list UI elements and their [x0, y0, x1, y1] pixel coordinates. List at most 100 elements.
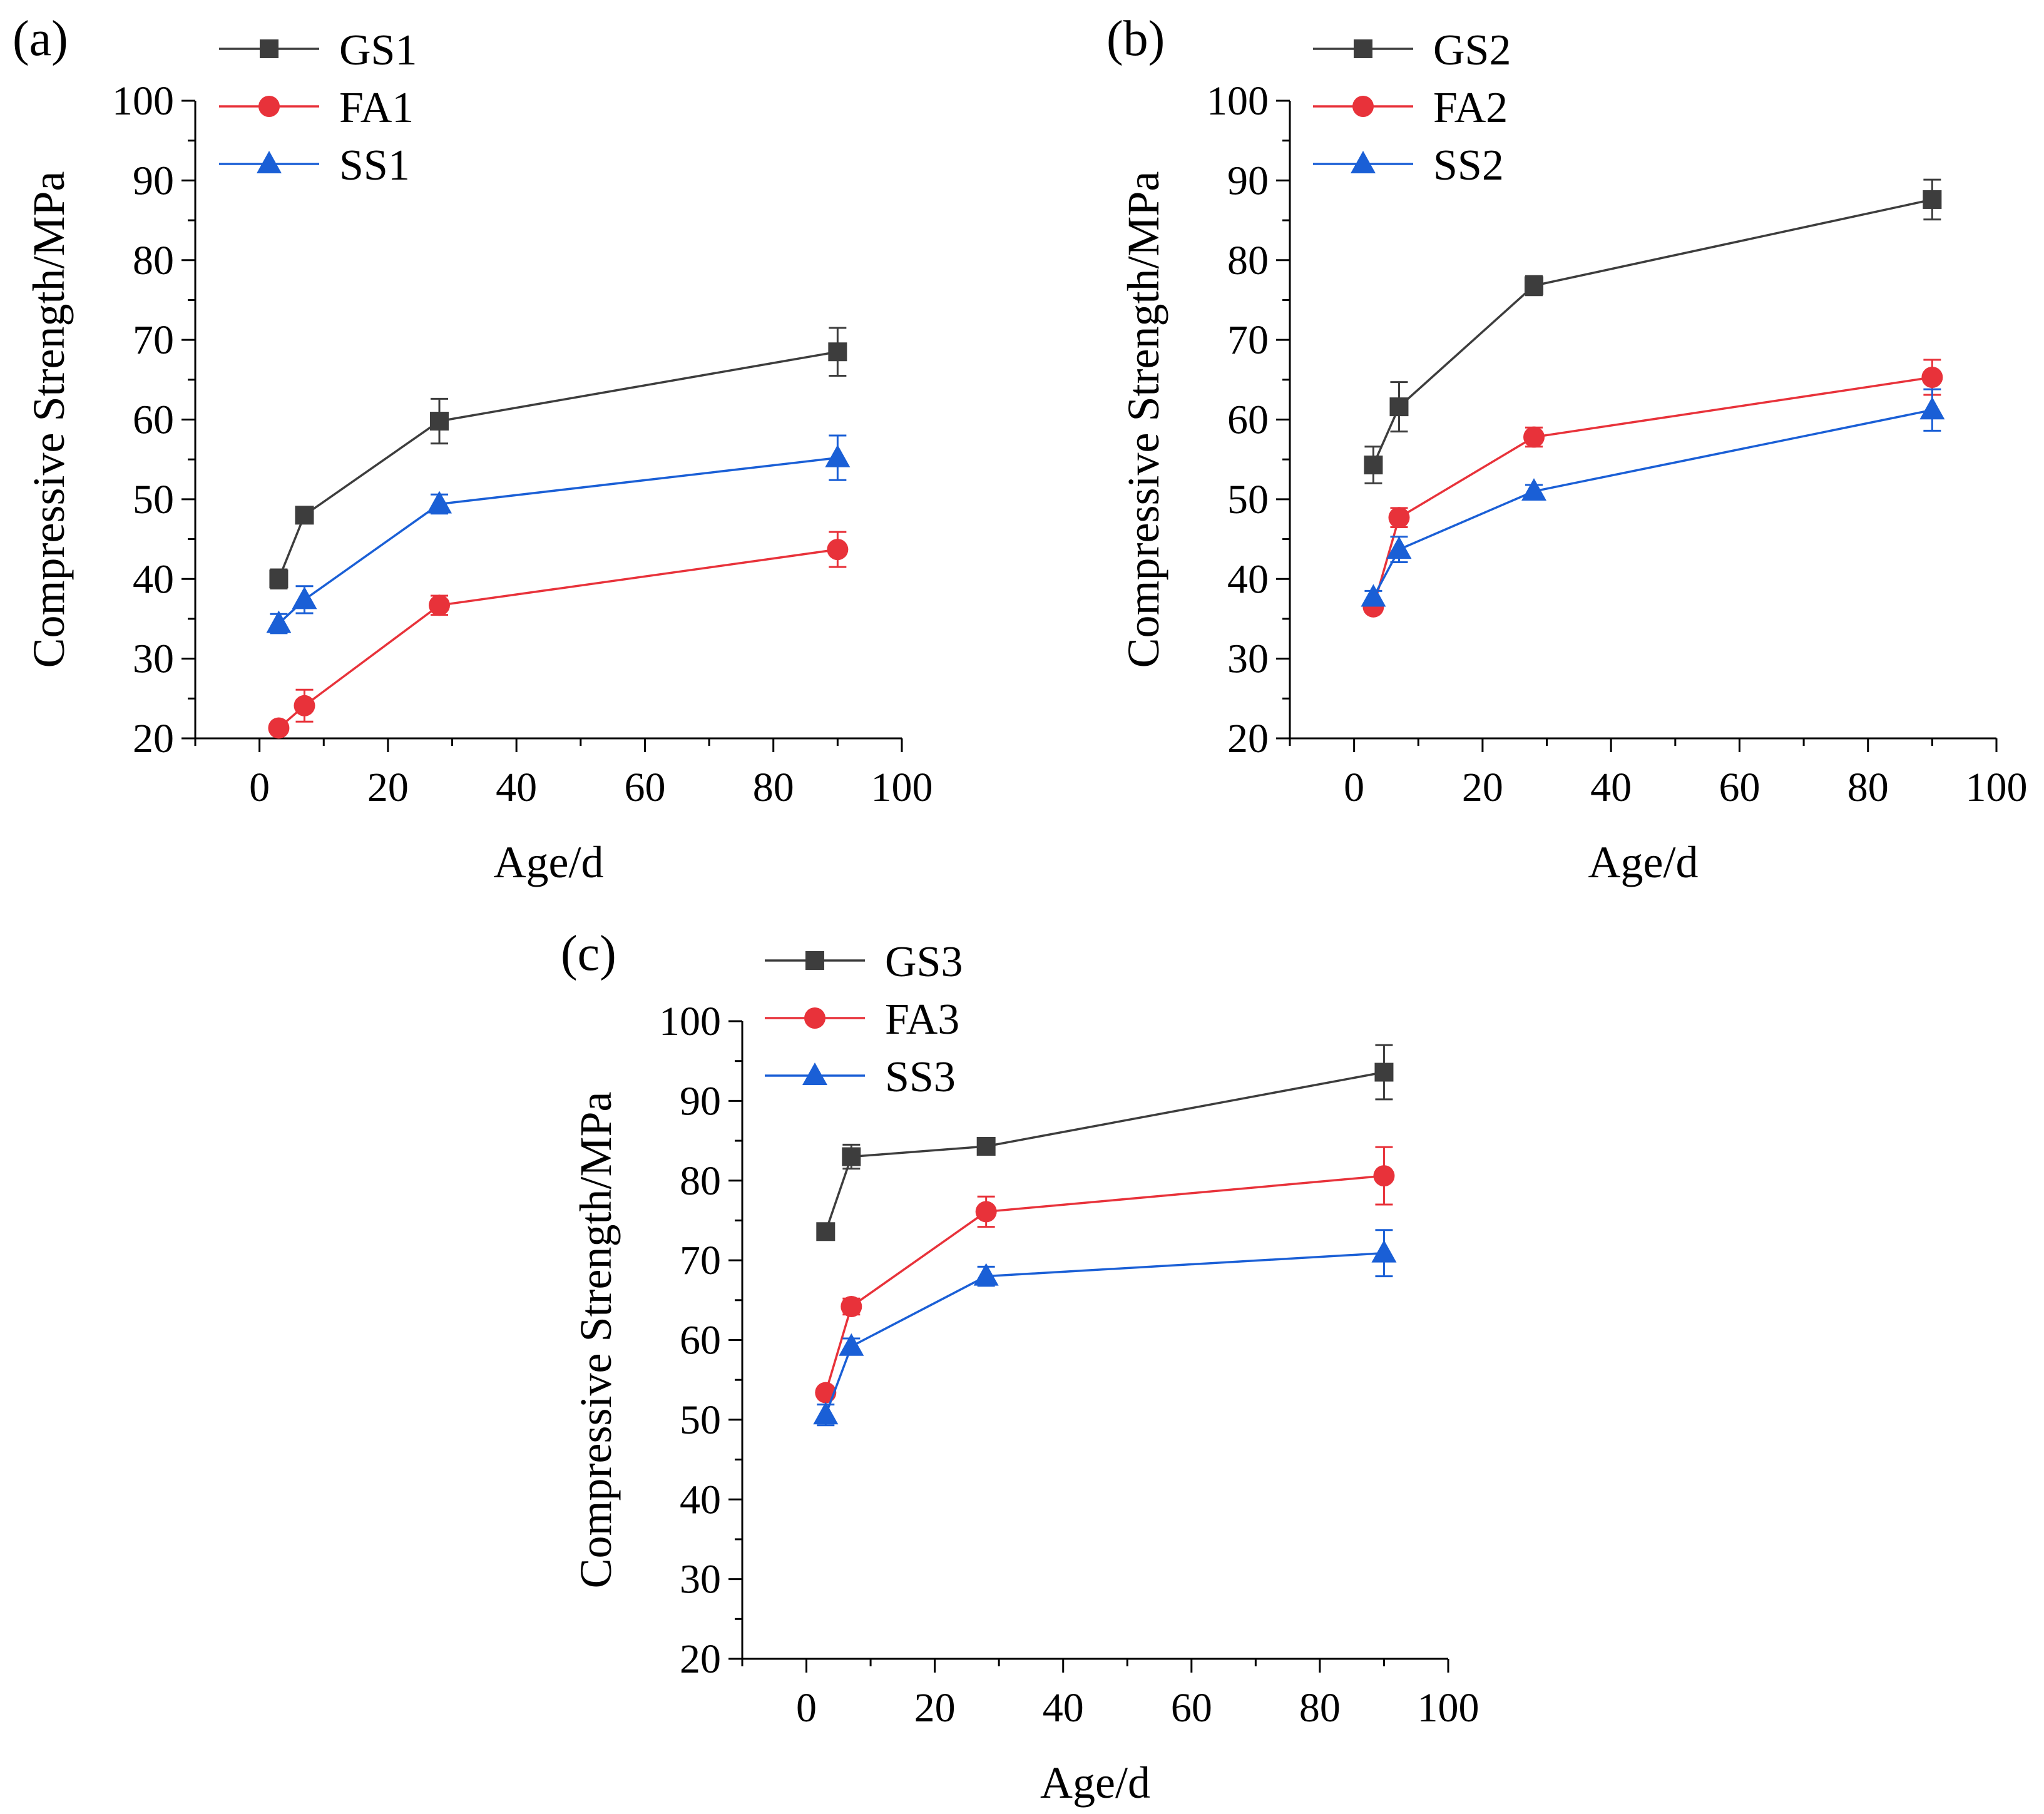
- panel-label: (c): [561, 926, 616, 981]
- data-point: [1371, 1240, 1397, 1263]
- data-point: [813, 1402, 839, 1425]
- chart-panel: 20 30 40 50 60 70 80 90 100 0 20 40 60 80 100 Age/d Comp…: [13, 11, 933, 887]
- y-axis-title: Compressive Strength/MPa: [24, 171, 74, 668]
- legend-marker: [1351, 151, 1376, 173]
- y-tick-label: 60: [133, 397, 174, 443]
- legend-marker: [804, 1007, 825, 1029]
- data-point: [1919, 397, 1945, 420]
- y-tick-label: 100: [112, 78, 174, 124]
- legend-entry: SS3: [765, 1053, 956, 1101]
- x-tick-label: 80: [1847, 765, 1889, 810]
- legend-label: FA3: [885, 996, 959, 1044]
- chart-panel: 20 30 40 50 60 70 80 90 100 0 20 40 60 80 100 Age/d Comp…: [1106, 11, 2028, 887]
- data-point: [1374, 1062, 1394, 1082]
- x-tick-label: 40: [1590, 765, 1632, 810]
- series-ss2: [1361, 388, 1945, 607]
- x-tick-label: 20: [1462, 765, 1503, 810]
- data-point: [1386, 536, 1412, 559]
- legend-label: FA2: [1433, 84, 1508, 132]
- y-tick-label: 20: [133, 716, 174, 762]
- x-tick-label: 0: [1344, 765, 1364, 810]
- legend-entry: GS1: [219, 26, 417, 74]
- x-axis-title: Age/d: [494, 837, 604, 887]
- y-tick-label: 30: [133, 636, 174, 682]
- data-point: [975, 1201, 997, 1223]
- x-tick-label: 100: [1418, 1685, 1479, 1731]
- x-tick-label: 0: [249, 765, 270, 810]
- x-axis-title: Age/d: [1588, 837, 1699, 887]
- legend-label: SS3: [885, 1053, 956, 1101]
- data-point: [1373, 1165, 1395, 1187]
- series-line: [278, 456, 838, 624]
- data-point: [1523, 426, 1545, 448]
- x-tick-label: 80: [1299, 1685, 1341, 1731]
- x-tick-label: 20: [367, 765, 409, 810]
- y-tick-label: 30: [1227, 636, 1269, 682]
- y-tick-label: 40: [1227, 556, 1269, 602]
- legend-marker: [805, 951, 824, 970]
- data-point: [841, 1296, 862, 1318]
- series-line: [824, 1175, 1384, 1394]
- data-point: [294, 695, 315, 716]
- data-point: [1389, 397, 1409, 417]
- data-point: [973, 1263, 999, 1286]
- series-gs2: [1364, 178, 1942, 484]
- y-tick-label: 20: [1227, 716, 1269, 762]
- y-tick-label: 70: [1227, 317, 1269, 363]
- series-ss3: [813, 1229, 1397, 1427]
- y-axis-title: Compressive Strength/MPa: [1118, 171, 1168, 668]
- data-point: [292, 586, 317, 609]
- series-line: [277, 350, 838, 579]
- series-line: [1372, 198, 1933, 466]
- y-tick-label: 90: [1227, 158, 1269, 203]
- y-tick-label: 40: [133, 556, 174, 602]
- data-point: [1364, 456, 1383, 475]
- y-tick-label: 90: [680, 1078, 721, 1124]
- data-point: [1361, 584, 1386, 607]
- x-tick-label: 0: [796, 1685, 817, 1731]
- series-ss1: [266, 434, 851, 634]
- data-point: [427, 491, 452, 514]
- legend-label: SS2: [1433, 141, 1504, 190]
- data-point: [268, 717, 290, 739]
- legend-entry: GS2: [1313, 26, 1511, 74]
- y-tick-label: 80: [1227, 238, 1269, 283]
- data-point: [1521, 478, 1547, 501]
- legend-entry: SS2: [1313, 141, 1504, 190]
- y-tick-label: 70: [680, 1238, 721, 1283]
- x-tick-label: 100: [871, 765, 933, 810]
- series-fa2: [1362, 359, 1943, 618]
- series-fa1: [268, 531, 849, 739]
- data-point: [295, 506, 314, 525]
- x-tick-label: 80: [753, 765, 794, 810]
- data-point: [266, 610, 292, 633]
- panel-label: (a): [13, 11, 68, 66]
- legend-marker: [1354, 39, 1372, 58]
- legend-label: GS2: [1433, 26, 1511, 74]
- data-point: [429, 594, 451, 616]
- legend-label: FA1: [339, 84, 414, 132]
- panel-label: (b): [1106, 11, 1165, 66]
- y-tick-label: 40: [680, 1477, 721, 1522]
- series-line: [1372, 409, 1933, 598]
- series-gs3: [816, 1044, 1394, 1241]
- data-point: [1923, 190, 1942, 209]
- x-tick-label: 60: [1719, 765, 1760, 810]
- data-point: [839, 1333, 864, 1356]
- data-point: [1525, 276, 1544, 295]
- x-axis-title: Age/d: [1040, 1758, 1150, 1808]
- legend-marker: [257, 151, 282, 173]
- data-point: [430, 412, 449, 431]
- legend-entry: SS1: [219, 141, 410, 190]
- y-tick-label: 70: [133, 317, 174, 363]
- y-tick-label: 50: [133, 477, 174, 522]
- series-fa3: [815, 1146, 1395, 1404]
- legend-entry: FA2: [1313, 84, 1508, 132]
- series-line: [278, 548, 838, 729]
- y-tick-label: 20: [680, 1636, 721, 1682]
- data-point: [827, 539, 849, 561]
- y-tick-label: 60: [1227, 397, 1269, 443]
- data-point: [1388, 507, 1410, 529]
- data-point: [842, 1147, 861, 1166]
